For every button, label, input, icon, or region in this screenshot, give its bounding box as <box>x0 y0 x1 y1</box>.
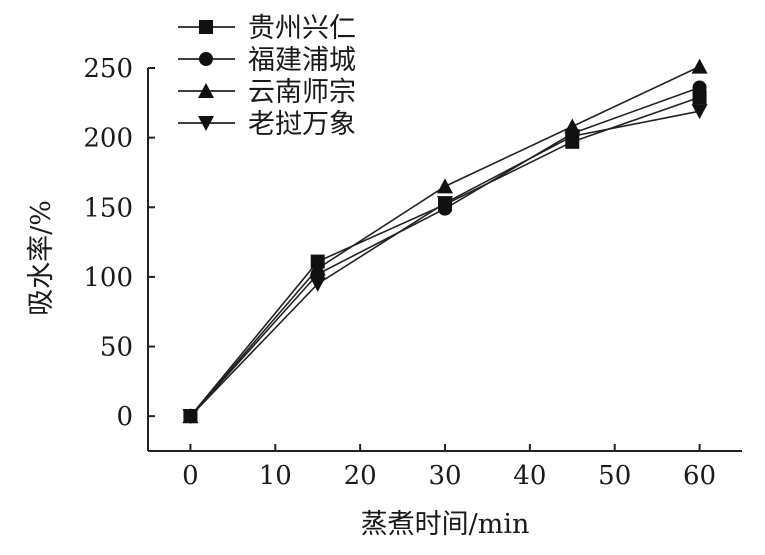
x-tick-label: 0 <box>182 461 199 491</box>
series-line-3 <box>189 110 700 417</box>
data-point-0-4 <box>692 90 707 105</box>
chart-axes <box>147 68 742 452</box>
legend-label-0: 贵州兴仁 <box>248 13 356 44</box>
legend-label-2: 云南师宗 <box>248 77 356 108</box>
legend-marker-3 <box>198 116 214 131</box>
legend-marker-2 <box>198 83 214 98</box>
data-point-3-2 <box>437 196 453 212</box>
data-point-2-2 <box>437 178 453 194</box>
data-point-3-0 <box>182 409 199 425</box>
legend-label-1: 福建浦城 <box>248 45 356 76</box>
x-tick-label: 60 <box>683 461 716 491</box>
data-point-1-4 <box>692 80 707 95</box>
x-axis-title: 蒸煮时间/min <box>361 509 530 540</box>
series-markers <box>182 58 708 425</box>
y-axis-title: 吸水率/% <box>26 200 57 316</box>
y-tick-label: 0 <box>116 402 133 432</box>
y-tick-label: 250 <box>83 54 133 84</box>
data-point-3-4 <box>691 104 708 120</box>
legend-marker-1 <box>199 52 213 66</box>
y-tick-label: 100 <box>83 263 133 293</box>
y-tick-label: 200 <box>83 124 133 154</box>
data-point-2-4 <box>691 58 708 74</box>
x-tick-label: 30 <box>428 461 461 491</box>
data-point-3-3 <box>564 129 581 145</box>
data-point-3-1 <box>309 276 326 292</box>
legend-label-3: 老挝万象 <box>248 109 356 140</box>
x-tick-label: 50 <box>598 461 631 491</box>
axis-ticks: 0 10 20 30 40 50 60 0 50 100 150 200 250 <box>83 54 716 491</box>
data-point-2-1 <box>309 260 326 276</box>
x-tick-label: 40 <box>513 461 546 491</box>
x-tick-label: 20 <box>344 461 377 491</box>
y-tick-label: 150 <box>83 193 133 223</box>
series-line-0 <box>189 96 700 417</box>
y-tick-label: 50 <box>100 333 133 363</box>
x-tick-label: 10 <box>259 461 292 491</box>
legend-marker-0 <box>199 20 213 34</box>
